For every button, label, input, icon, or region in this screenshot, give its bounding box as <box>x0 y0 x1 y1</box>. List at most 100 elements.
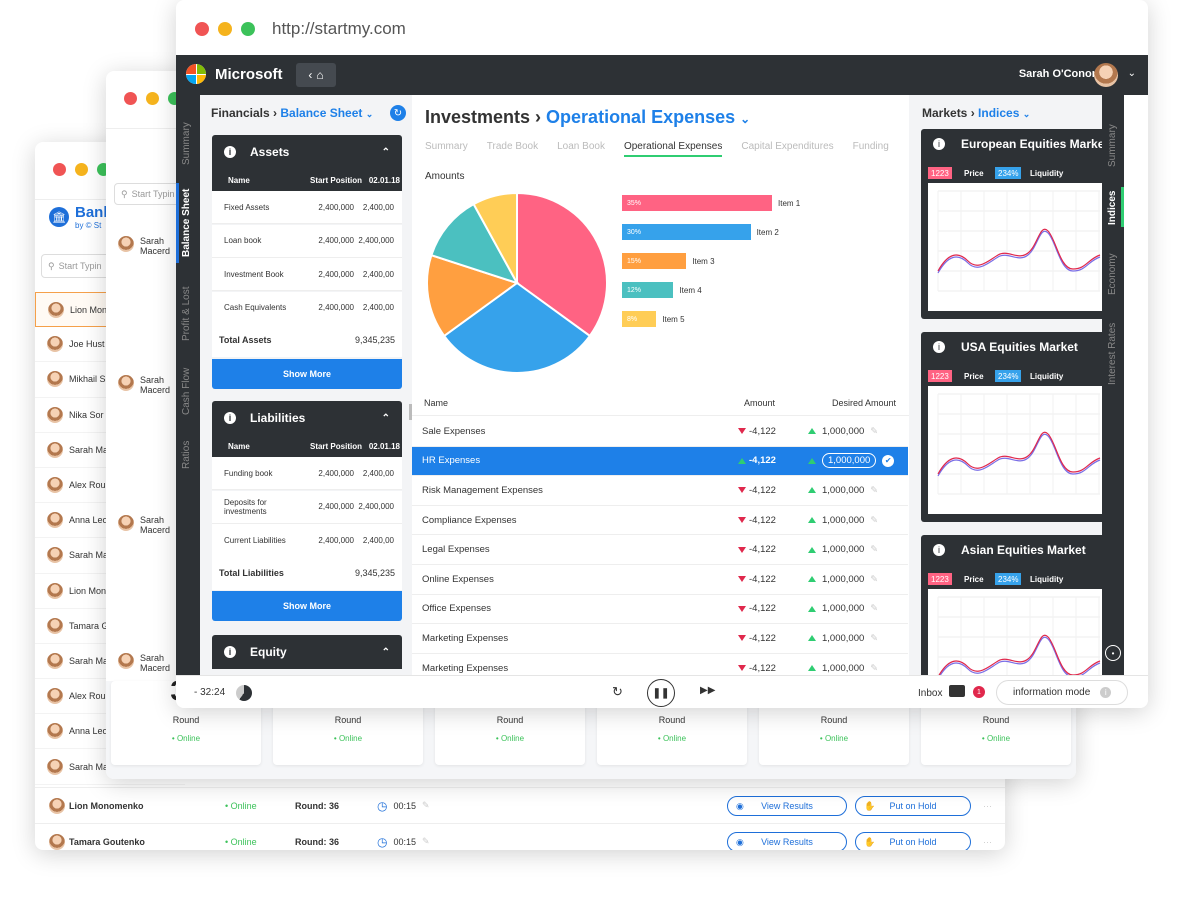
desired-cell[interactable]: 1,000,000 ✎ <box>798 633 898 644</box>
table-row[interactable]: Marketing Expenses -4,122 1,000,000 ✎ <box>412 653 908 675</box>
edit-icon[interactable]: ✎ <box>870 632 879 644</box>
person-entry[interactable]: Sarah Macerd <box>118 375 170 395</box>
table-row[interactable]: Office Expenses -4,122 1,000,000 ✎ <box>412 594 908 625</box>
table-row[interactable]: HR Expenses -4,122 1,000,000 ✔ <box>412 446 908 477</box>
equity-header[interactable]: i Equity ⌃ <box>212 635 402 669</box>
put-on-hold-button[interactable]: ✋ Put on Hold <box>855 832 971 850</box>
edit-icon[interactable]: ✎ <box>870 544 879 556</box>
inbox-icon[interactable] <box>949 685 965 697</box>
information-mode-toggle[interactable]: information mode i <box>996 680 1128 705</box>
edit-icon[interactable]: ✎ <box>870 662 879 674</box>
nav-indices[interactable]: Indices <box>1107 190 1118 225</box>
chevron-up-icon[interactable]: ⌃ <box>381 146 390 158</box>
nav-ratios[interactable]: Ratios <box>181 440 192 469</box>
table-row[interactable]: Deposits for investments 2,400,000 2,400,0… <box>212 490 402 524</box>
breadcrumb-root[interactable]: Financials <box>211 106 270 120</box>
user-avatar[interactable] <box>1094 63 1118 87</box>
home-button[interactable]: ‹ ⌂ <box>296 63 336 87</box>
replay-icon[interactable]: ↻ <box>612 684 623 699</box>
table-row[interactable]: Funding book 2,400,000 2,400,00 <box>212 457 402 490</box>
edit-icon[interactable]: ✎ <box>870 573 879 585</box>
edit-icon[interactable]: ✎ <box>870 425 879 437</box>
pie-slice-3[interactable] <box>426 253 520 338</box>
bar-4[interactable]: 12% <box>622 282 674 298</box>
table-row[interactable]: Online Expenses -4,122 1,000,000 ✎ <box>412 565 908 595</box>
chevron-up-icon[interactable]: ⌃ <box>381 412 390 424</box>
minimize-dot[interactable] <box>218 22 232 36</box>
nav-cash-flow[interactable]: Cash Flow <box>181 367 192 415</box>
view-results-button[interactable]: ◉ View Results <box>727 796 847 816</box>
table-row[interactable]: Fixed Assets 2,400,000 2,400,00 <box>212 191 402 224</box>
close-dot[interactable] <box>124 92 137 105</box>
maximize-dot[interactable] <box>241 22 255 36</box>
chevron-down-icon[interactable]: ⌄ <box>1127 68 1136 79</box>
resize-handle[interactable] <box>409 404 412 420</box>
view-results-button[interactable]: ◉ View Results <box>727 832 847 850</box>
table-row[interactable]: Compliance Expenses -4,122 1,000,000 ✎ <box>412 505 908 536</box>
check-icon[interactable]: ✔ <box>882 454 895 467</box>
tab-operational-expenses[interactable]: Operational Expenses <box>623 141 723 157</box>
desired-cell[interactable]: 1,000,000 ✎ <box>798 603 898 614</box>
tab-capital-expenditures[interactable]: Capital Expenditures <box>741 141 834 152</box>
table-row[interactable]: Loan book 2,400,000 2,400,000 <box>212 224 402 258</box>
pie-slice-2[interactable] <box>442 281 592 374</box>
assets-header[interactable]: i Assets ⌃ <box>212 135 402 169</box>
edit-icon[interactable]: ✎ <box>870 603 879 615</box>
edit-icon[interactable]: ✎ <box>870 514 879 526</box>
person-entry[interactable]: Sarah Macerd <box>118 236 170 256</box>
minimize-dot[interactable] <box>146 92 159 105</box>
nav-right-summary[interactable]: Summary <box>1107 124 1118 167</box>
edit-icon[interactable]: ✎ <box>870 484 879 496</box>
pie-slice-1[interactable] <box>516 193 608 338</box>
breadcrumb-current[interactable]: Operational Expenses <box>546 107 736 127</box>
desired-value[interactable]: 1,000,000 <box>822 544 865 556</box>
pie-slice-5[interactable] <box>472 193 518 284</box>
edit-icon[interactable]: ✎ <box>422 800 430 810</box>
tab-trade-book[interactable]: Trade Book <box>486 141 539 152</box>
chevron-up-icon[interactable]: ⌃ <box>381 646 390 658</box>
fast-forward-icon[interactable]: ▶▶ <box>700 685 716 696</box>
table-row[interactable]: Investment Book 2,400,000 2,400,00 <box>212 258 402 291</box>
nav-balance-sheet[interactable]: Balance Sheet <box>181 188 192 257</box>
bar-3[interactable]: 15% <box>622 253 687 269</box>
breadcrumb-current[interactable]: Indices <box>978 106 1020 120</box>
more-icon[interactable]: ··· <box>983 800 992 811</box>
desired-value[interactable]: 1,000,000 <box>822 632 865 644</box>
person-entry[interactable]: Sarah Macerd <box>118 515 170 535</box>
nav-economy[interactable]: Economy <box>1107 253 1118 295</box>
put-on-hold-button[interactable]: ✋ Put on Hold <box>855 796 971 816</box>
desired-value[interactable]: 1,000,000 <box>822 603 865 615</box>
bar-1[interactable]: 35% <box>622 195 772 211</box>
address-bar[interactable]: http://startmy.com <box>272 19 406 38</box>
show-more-button[interactable]: Show More <box>212 591 402 621</box>
market-card[interactable]: i European Equities Market 1223 Price 234% Li… <box>921 129 1111 319</box>
list-item[interactable]: Sarah Ma <box>35 749 185 785</box>
close-dot[interactable] <box>53 163 66 176</box>
minimize-dot[interactable] <box>75 163 88 176</box>
close-dot[interactable] <box>195 22 209 36</box>
tab-funding[interactable]: Funding <box>852 141 889 152</box>
inbox-label[interactable]: Inbox <box>918 688 943 699</box>
table-row[interactable]: Sale Expenses -4,122 1,000,000 ✎ <box>412 417 908 447</box>
target-icon[interactable]: • <box>1105 645 1121 661</box>
table-row[interactable]: Risk Management Expenses -4,122 1,000,000 ✎ <box>412 476 908 506</box>
tab-loan-book[interactable]: Loan Book <box>557 141 605 152</box>
desired-value[interactable]: 1,000,000 <box>822 484 865 496</box>
pie-slice-4[interactable] <box>430 202 520 285</box>
more-icon[interactable]: ··· <box>983 836 992 847</box>
market-card[interactable]: i USA Equities Market 1223 Price 234% Liquidi… <box>921 332 1111 522</box>
breadcrumb-root[interactable]: Markets <box>922 106 968 120</box>
desired-value[interactable]: 1,000,000 <box>822 573 865 585</box>
show-more-button[interactable]: Show More <box>212 359 402 389</box>
refresh-icon[interactable]: ↻ <box>390 105 406 121</box>
search-input[interactable]: ⚲ Start Typin <box>114 183 184 205</box>
desired-value[interactable]: 1,000,000 <box>822 514 865 526</box>
bar-5[interactable]: 8% <box>622 311 657 327</box>
edit-icon[interactable]: ✎ <box>422 836 430 846</box>
table-row[interactable]: Marketing Expenses -4,122 1,000,000 ✎ <box>412 624 908 654</box>
nav-profit-lost[interactable]: Profit & Lost <box>181 286 192 341</box>
table-row[interactable]: Lion Monomenko • Online Round: 36 ◷ 00:1… <box>35 787 1005 823</box>
table-row[interactable]: Legal Expenses -4,122 1,000,000 ✎ <box>412 535 908 565</box>
desired-cell[interactable]: 1,000,000 ✎ <box>798 663 898 674</box>
chevron-down-icon[interactable]: ⌄ <box>740 112 751 126</box>
